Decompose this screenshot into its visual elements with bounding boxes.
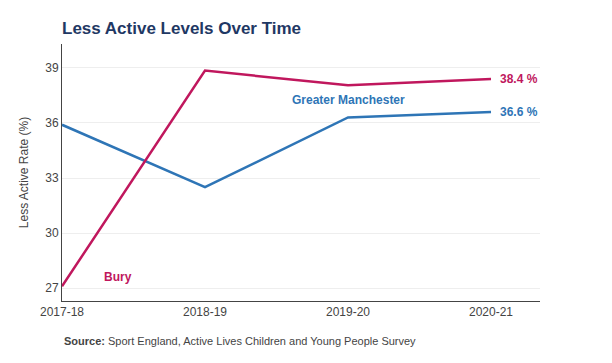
svg-text:2020-21: 2020-21 [469, 305, 513, 319]
svg-text:33: 33 [45, 171, 59, 185]
svg-text:Source: Sport England, Active: Source: Sport England, Active Lives Chil… [64, 335, 416, 347]
svg-text:36: 36 [45, 116, 59, 130]
svg-text:2017-18: 2017-18 [40, 305, 84, 319]
svg-text:27: 27 [45, 281, 59, 295]
svg-text:2019-20: 2019-20 [326, 305, 370, 319]
svg-text:Greater Manchester: Greater Manchester [292, 93, 405, 107]
svg-text:36.6 %: 36.6 % [500, 105, 538, 119]
svg-text:Bury: Bury [104, 270, 132, 284]
svg-text:Less Active Rate (%): Less Active Rate (%) [17, 117, 31, 228]
svg-text:Less Active Levels Over Time: Less Active Levels Over Time [62, 19, 301, 38]
svg-text:30: 30 [45, 226, 59, 240]
svg-text:2018-19: 2018-19 [183, 305, 227, 319]
svg-text:38.4 %: 38.4 % [500, 72, 538, 86]
svg-text:39: 39 [45, 61, 59, 75]
